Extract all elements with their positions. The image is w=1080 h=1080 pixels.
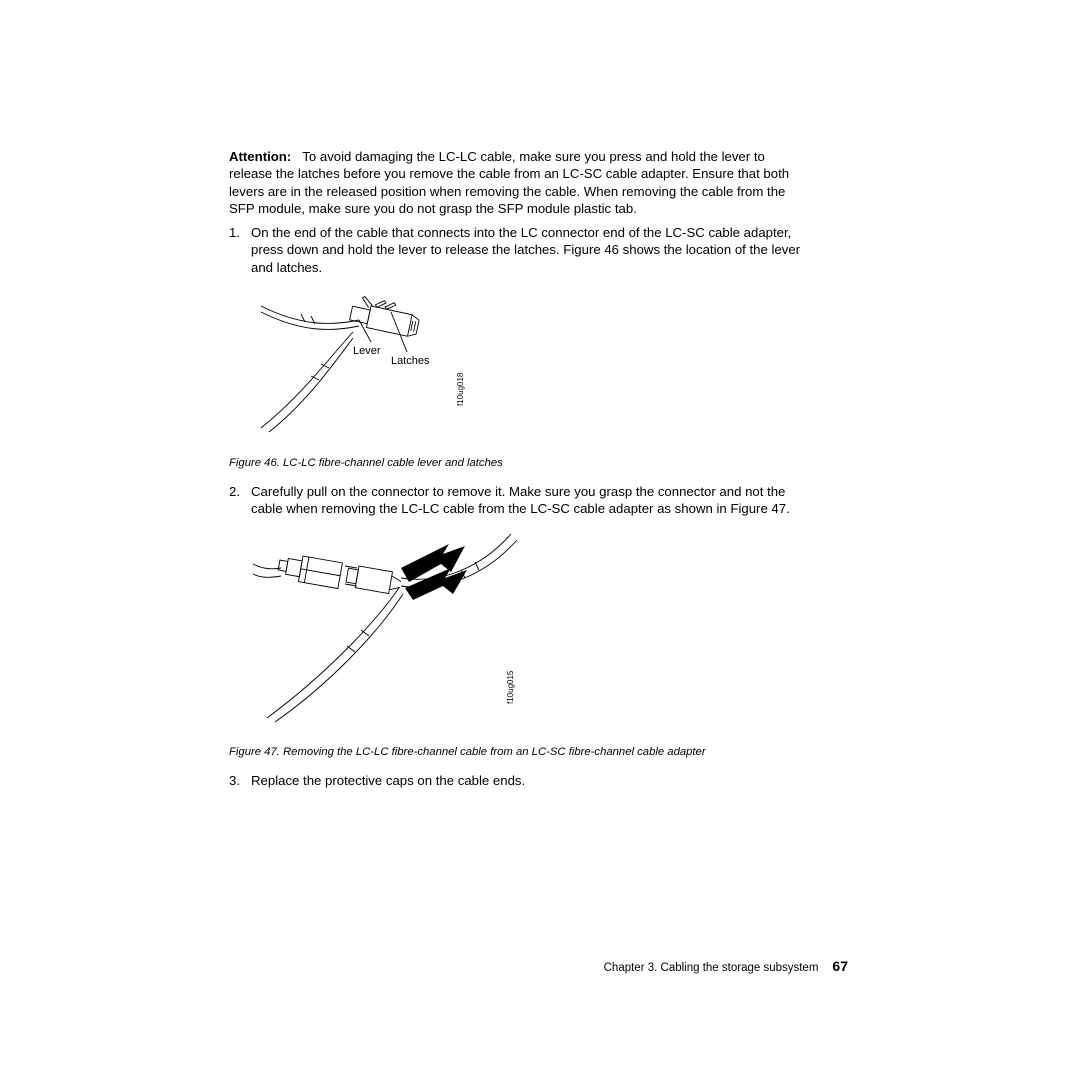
attention-label: Attention: xyxy=(229,149,291,164)
attention-paragraph: Attention: To avoid damaging the LC-LC c… xyxy=(229,148,809,218)
figure-46: Lever Latches f10ug018 xyxy=(251,286,809,439)
page-footer: Chapter 3. Cabling the storage subsystem… xyxy=(604,958,848,974)
label-latches: Latches xyxy=(391,355,430,367)
list-item: 2. Carefully pull on the connector to re… xyxy=(229,483,809,518)
figure-47-tag: f10ug015 xyxy=(506,670,515,704)
list-text: Carefully pull on the connector to remov… xyxy=(251,483,809,518)
footer-page-number: 67 xyxy=(832,958,848,974)
footer-chapter: Chapter 3. Cabling the storage subsystem xyxy=(604,962,819,974)
list-number: 2. xyxy=(229,483,251,518)
figure-46-svg: Lever Latches f10ug018 xyxy=(251,286,481,434)
list-text: On the end of the cable that connects in… xyxy=(251,224,809,276)
attention-text: To avoid damaging the LC-LC cable, make … xyxy=(229,149,789,216)
figure-46-tag: f10ug018 xyxy=(456,372,465,406)
figure-47-svg: f10ug015 xyxy=(251,528,551,723)
list-number: 1. xyxy=(229,224,251,276)
content-column: Attention: To avoid damaging the LC-LC c… xyxy=(229,148,809,795)
figure-47: f10ug015 xyxy=(251,528,809,728)
list-item: 1. On the end of the cable that connects… xyxy=(229,224,809,276)
list-item: 3. Replace the protective caps on the ca… xyxy=(229,772,809,789)
page: Attention: To avoid damaging the LC-LC c… xyxy=(0,0,1080,1080)
label-lever: Lever xyxy=(353,345,381,357)
figure-46-caption: Figure 46. LC-LC fibre-channel cable lev… xyxy=(229,457,809,469)
list-number: 3. xyxy=(229,772,251,789)
ordered-list: 1. On the end of the cable that connects… xyxy=(229,224,809,790)
figure-47-caption: Figure 47. Removing the LC-LC fibre-chan… xyxy=(229,746,749,758)
list-text: Replace the protective caps on the cable… xyxy=(251,772,809,789)
